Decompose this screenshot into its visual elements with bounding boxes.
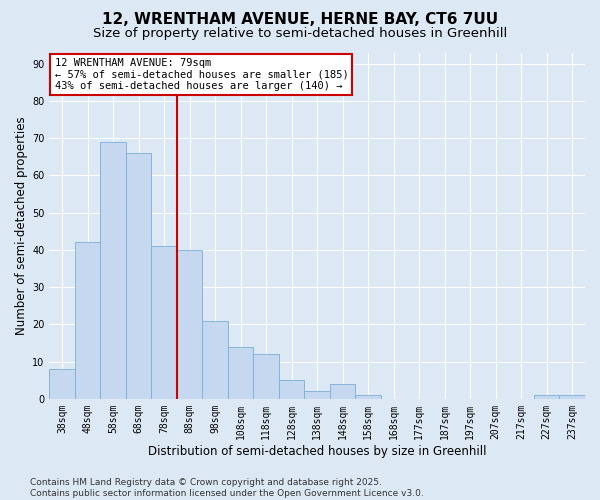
- Bar: [559, 395, 585, 399]
- Y-axis label: Number of semi-detached properties: Number of semi-detached properties: [15, 116, 28, 335]
- Bar: [534, 395, 559, 399]
- Bar: [202, 320, 228, 399]
- Bar: [355, 395, 381, 399]
- Bar: [279, 380, 304, 399]
- Text: 12 WRENTHAM AVENUE: 79sqm
← 57% of semi-detached houses are smaller (185)
43% of: 12 WRENTHAM AVENUE: 79sqm ← 57% of semi-…: [55, 58, 348, 92]
- Text: Contains HM Land Registry data © Crown copyright and database right 2025.
Contai: Contains HM Land Registry data © Crown c…: [30, 478, 424, 498]
- Text: 12, WRENTHAM AVENUE, HERNE BAY, CT6 7UU: 12, WRENTHAM AVENUE, HERNE BAY, CT6 7UU: [102, 12, 498, 28]
- Bar: [304, 392, 330, 399]
- Bar: [126, 153, 151, 399]
- Bar: [228, 346, 253, 399]
- Bar: [177, 250, 202, 399]
- Bar: [100, 142, 126, 399]
- Bar: [330, 384, 355, 399]
- Bar: [151, 246, 177, 399]
- Bar: [49, 369, 75, 399]
- Bar: [75, 242, 100, 399]
- Bar: [253, 354, 279, 399]
- Text: Size of property relative to semi-detached houses in Greenhill: Size of property relative to semi-detach…: [93, 28, 507, 40]
- X-axis label: Distribution of semi-detached houses by size in Greenhill: Distribution of semi-detached houses by …: [148, 444, 487, 458]
